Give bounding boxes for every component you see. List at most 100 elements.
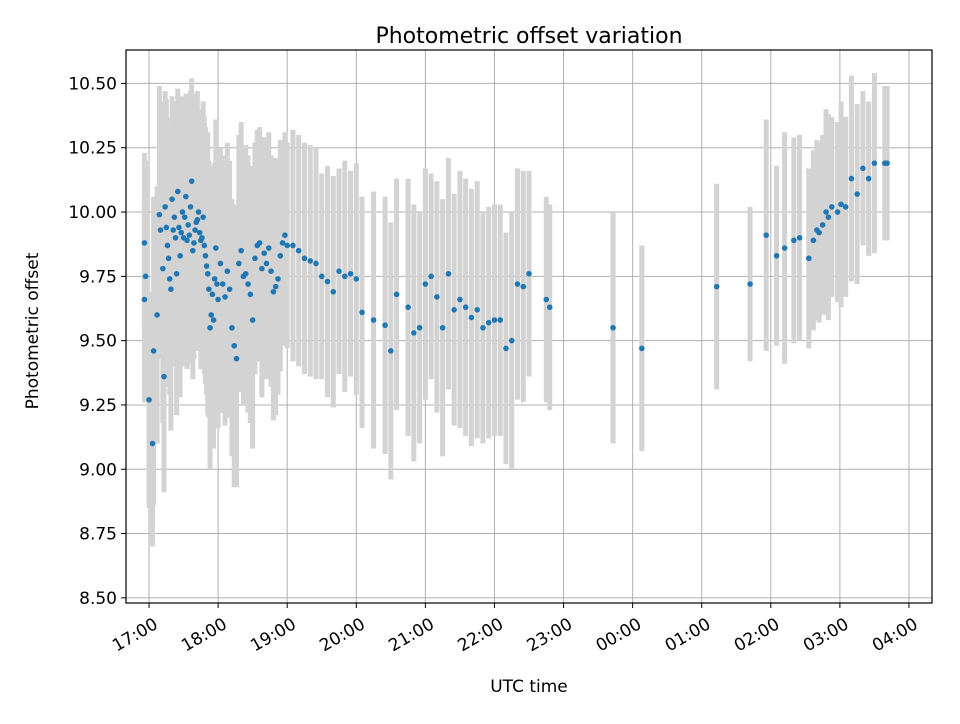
data-point: [480, 324, 486, 331]
data-point: [341, 273, 348, 280]
data-point: [170, 227, 177, 233]
data-point: [497, 317, 504, 323]
data-point: [848, 175, 855, 182]
data-point: [176, 224, 182, 231]
data-point: [610, 324, 616, 331]
data-point: [207, 324, 213, 331]
data-point: [439, 324, 446, 331]
data-point: [781, 245, 788, 251]
data-point: [773, 252, 780, 259]
data-point: [233, 355, 240, 362]
data-point: [834, 209, 841, 215]
data-point: [359, 309, 365, 316]
data-point: [526, 270, 532, 277]
data-point: [277, 252, 284, 259]
y-tick-label: 9.25: [79, 396, 117, 416]
data-point: [154, 312, 160, 318]
data-point: [188, 178, 195, 184]
data-point: [201, 242, 208, 249]
data-point: [491, 317, 498, 323]
data-point: [164, 242, 171, 249]
data-point: [405, 304, 411, 311]
data-point: [177, 252, 183, 259]
data-point: [200, 214, 206, 220]
data-point: [256, 240, 263, 246]
data-point: [508, 337, 515, 344]
data-point: [330, 288, 337, 295]
data-point: [208, 312, 215, 318]
data-point: [503, 345, 509, 352]
data-point: [178, 229, 185, 236]
data-point: [810, 237, 817, 244]
data-point: [247, 291, 254, 298]
data-point: [146, 397, 152, 403]
data-point: [546, 304, 553, 311]
data-point: [203, 263, 210, 269]
data-point: [172, 234, 179, 241]
data-point: [860, 165, 866, 172]
data-point: [838, 201, 844, 208]
data-point: [411, 330, 417, 336]
data-point: [388, 348, 394, 354]
data-point: [823, 209, 829, 215]
data-point: [195, 209, 202, 215]
data-point: [336, 268, 342, 275]
chart-title: Photometric offset variation: [375, 24, 682, 49]
data-point: [226, 286, 233, 293]
data-point: [169, 196, 175, 202]
y-tick-label: 9.75: [79, 267, 117, 287]
data-point: [301, 255, 308, 262]
data-point: [238, 247, 244, 254]
data-point: [217, 260, 224, 267]
data-point: [252, 255, 258, 262]
data-point: [160, 265, 166, 272]
data-point: [434, 294, 440, 300]
data-point: [141, 240, 148, 246]
data-point: [871, 160, 878, 166]
y-tick-label: 9.00: [79, 460, 117, 480]
data-point: [162, 204, 168, 210]
data-point: [222, 294, 228, 300]
data-point: [272, 283, 279, 290]
plot-frame: [125, 49, 933, 604]
data-point: [265, 245, 272, 251]
data-point: [156, 211, 163, 218]
data-point: [185, 222, 191, 228]
data-point: [204, 270, 211, 277]
data-point: [261, 250, 267, 256]
data-point: [171, 214, 178, 220]
data-point: [259, 265, 265, 272]
data-point: [213, 245, 219, 251]
y-tick-label: 10.25: [68, 139, 117, 159]
data-point: [428, 273, 434, 280]
data-point: [416, 324, 423, 331]
data-point: [231, 342, 238, 349]
data-point: [157, 227, 164, 233]
data-point: [268, 268, 274, 275]
data-point: [290, 242, 296, 249]
data-point: [183, 193, 189, 200]
data-point: [166, 276, 173, 282]
data-point: [284, 242, 291, 249]
data-point: [791, 237, 797, 244]
data-point: [520, 283, 527, 290]
data-point: [184, 237, 190, 244]
y-tick-label: 10.50: [68, 74, 117, 94]
data-point: [165, 255, 172, 262]
data-point: [191, 240, 197, 246]
data-point: [150, 348, 157, 354]
data-point: [514, 281, 521, 287]
data-point: [179, 209, 186, 215]
data-point: [639, 345, 645, 352]
data-point: [229, 324, 235, 331]
data-point: [149, 440, 156, 447]
y-tick-label: 8.50: [79, 589, 117, 609]
data-point: [468, 314, 475, 321]
data-point: [816, 229, 822, 236]
data-point: [279, 240, 286, 246]
data-point: [219, 281, 226, 287]
data-point: [194, 216, 201, 223]
y-tick-label: 10.00: [68, 203, 117, 223]
data-point: [270, 288, 277, 295]
